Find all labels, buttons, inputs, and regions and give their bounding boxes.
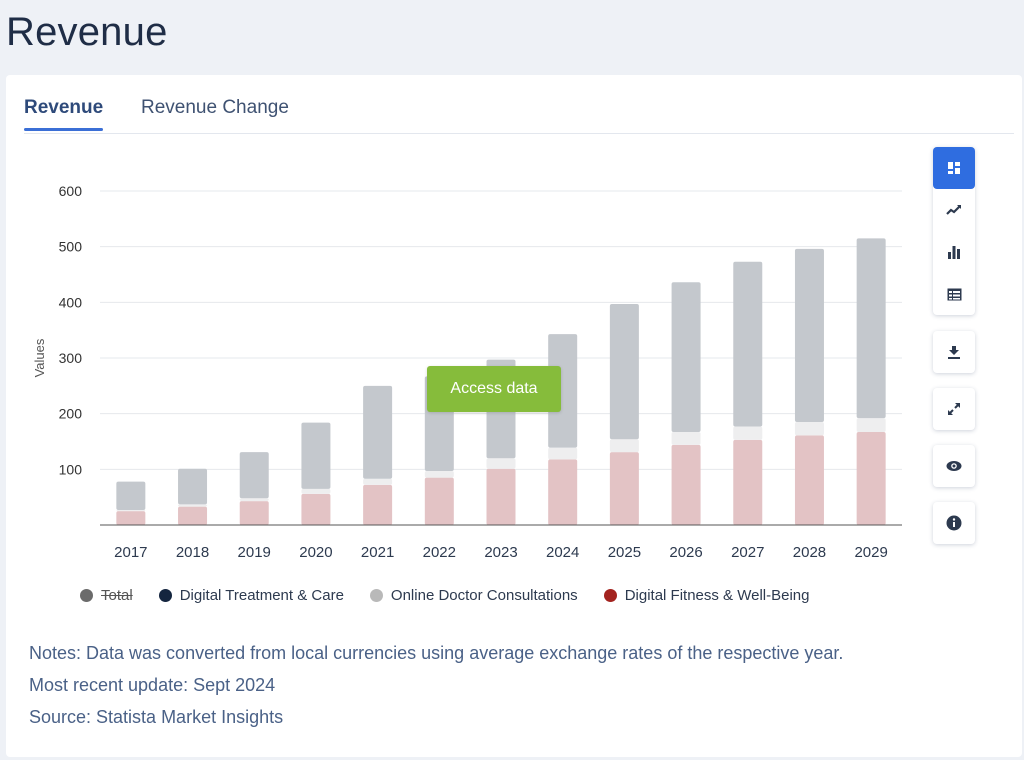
chart-type-toolbar [933,147,975,315]
y-axis-label: Values [32,338,47,377]
chart-notes: Notes: Data was converted from local cur… [29,637,843,733]
bar-segment [424,471,454,478]
legend-dot [80,588,93,602]
x-tick-label: 2027 [731,544,764,561]
y-tick-label: 600 [59,183,83,199]
y-tick-label: 100 [59,461,83,477]
legend-item-digital-treatment[interactable]: Digital Treatment & Care [158,586,344,604]
bar-segment [239,452,269,499]
y-tick-label: 500 [59,239,83,255]
bar-chart-icon[interactable] [933,231,975,273]
access-data-button[interactable]: Access data [427,366,561,412]
bar-segment [301,488,331,494]
info-icon[interactable] [933,502,975,544]
tab-revenue-change[interactable]: Revenue Change [141,97,289,118]
bar-segment [301,422,331,489]
bar-segment [609,452,639,525]
grid-icon[interactable] [933,147,975,189]
bar-segment [239,501,269,525]
bar-segment [424,477,454,525]
x-tick-label: 2029 [854,544,887,561]
bar-segment [486,468,516,525]
y-tick-label: 300 [59,350,83,366]
bar-segment [794,422,824,436]
bar-segment [301,493,331,525]
legend-dot [158,588,172,602]
x-tick-label: 2023 [484,544,517,561]
x-tick-label: 2019 [238,544,271,561]
bar-segment [733,439,763,525]
bar-segment [671,444,701,525]
eye-icon[interactable] [933,445,975,487]
x-tick-label: 2025 [608,544,641,561]
source-text: Source: Statista Market Insights [29,707,284,727]
x-tick-label: 2026 [669,544,702,561]
tab-revenue[interactable]: Revenue [24,95,104,131]
chart-legend: Total Digital Treatment & Care Online Do… [80,583,835,607]
bar-segment [116,481,146,510]
expand-icon[interactable] [933,388,975,430]
bar-segment [548,334,578,448]
legend-item-digital-fitness[interactable]: Digital Fitness & Well-Being [603,586,810,604]
bar-segment [363,385,393,479]
x-tick-label: 2024 [546,544,579,561]
chart-card: Revenue Revenue Change 100 200 300 400 500 60… [6,75,1022,757]
bar-segment [363,478,393,485]
x-tick-label: 2020 [299,544,332,561]
bar-segment [548,447,578,460]
bar-segment [239,498,269,502]
x-tick-label: 2017 [114,544,147,561]
bar-segment [178,506,208,525]
x-tick-label: 2028 [793,544,826,561]
bar-segment [794,248,824,423]
bar-segment [116,509,146,512]
bar-segment [733,261,763,427]
bar-segment [856,432,886,525]
bar-segment [178,504,208,507]
legend-label: Total [101,586,133,604]
bar-segment [609,439,639,453]
bar-segment [671,282,701,433]
x-tick-label: 2022 [423,544,456,561]
notes-text: Notes: Data was converted from local cur… [29,643,844,663]
legend-label: Digital Fitness & Well-Being [624,586,810,604]
tab-bar: Revenue Revenue Change [24,89,1014,134]
bar-segment [856,418,886,433]
legend-label: Digital Treatment & Care [179,586,344,604]
y-tick-label: 400 [59,294,83,310]
bar-segment [671,432,701,445]
legend-dot [369,588,383,602]
revenue-chart: 100 200 300 400 500 600 Values 2017 2018 2019 2020… [32,183,902,561]
legend-dot [603,588,617,602]
legend-item-online-doctor[interactable]: Online Doctor Consultations [369,586,578,604]
bar-segment [856,238,886,419]
legend-label: Online Doctor Consultations [390,586,578,604]
update-text: Most recent update: Sept 2024 [29,675,276,695]
bar-segment [794,435,824,525]
bar-segment [733,426,763,440]
x-tick-label: 2018 [176,544,209,561]
y-tick-label: 200 [59,406,83,422]
bar-segment [363,484,393,525]
bar-segment [609,304,639,440]
line-chart-icon[interactable] [933,189,975,231]
bar-segment [548,459,578,525]
bar-segment [178,468,208,505]
x-tick-label: 2021 [361,544,394,561]
legend-item-total[interactable]: Total [80,587,133,604]
bar-segment [116,511,146,525]
table-icon[interactable] [933,273,975,315]
page-title: Revenue [6,10,168,54]
download-icon[interactable] [933,331,975,373]
bar-segment [486,458,516,469]
